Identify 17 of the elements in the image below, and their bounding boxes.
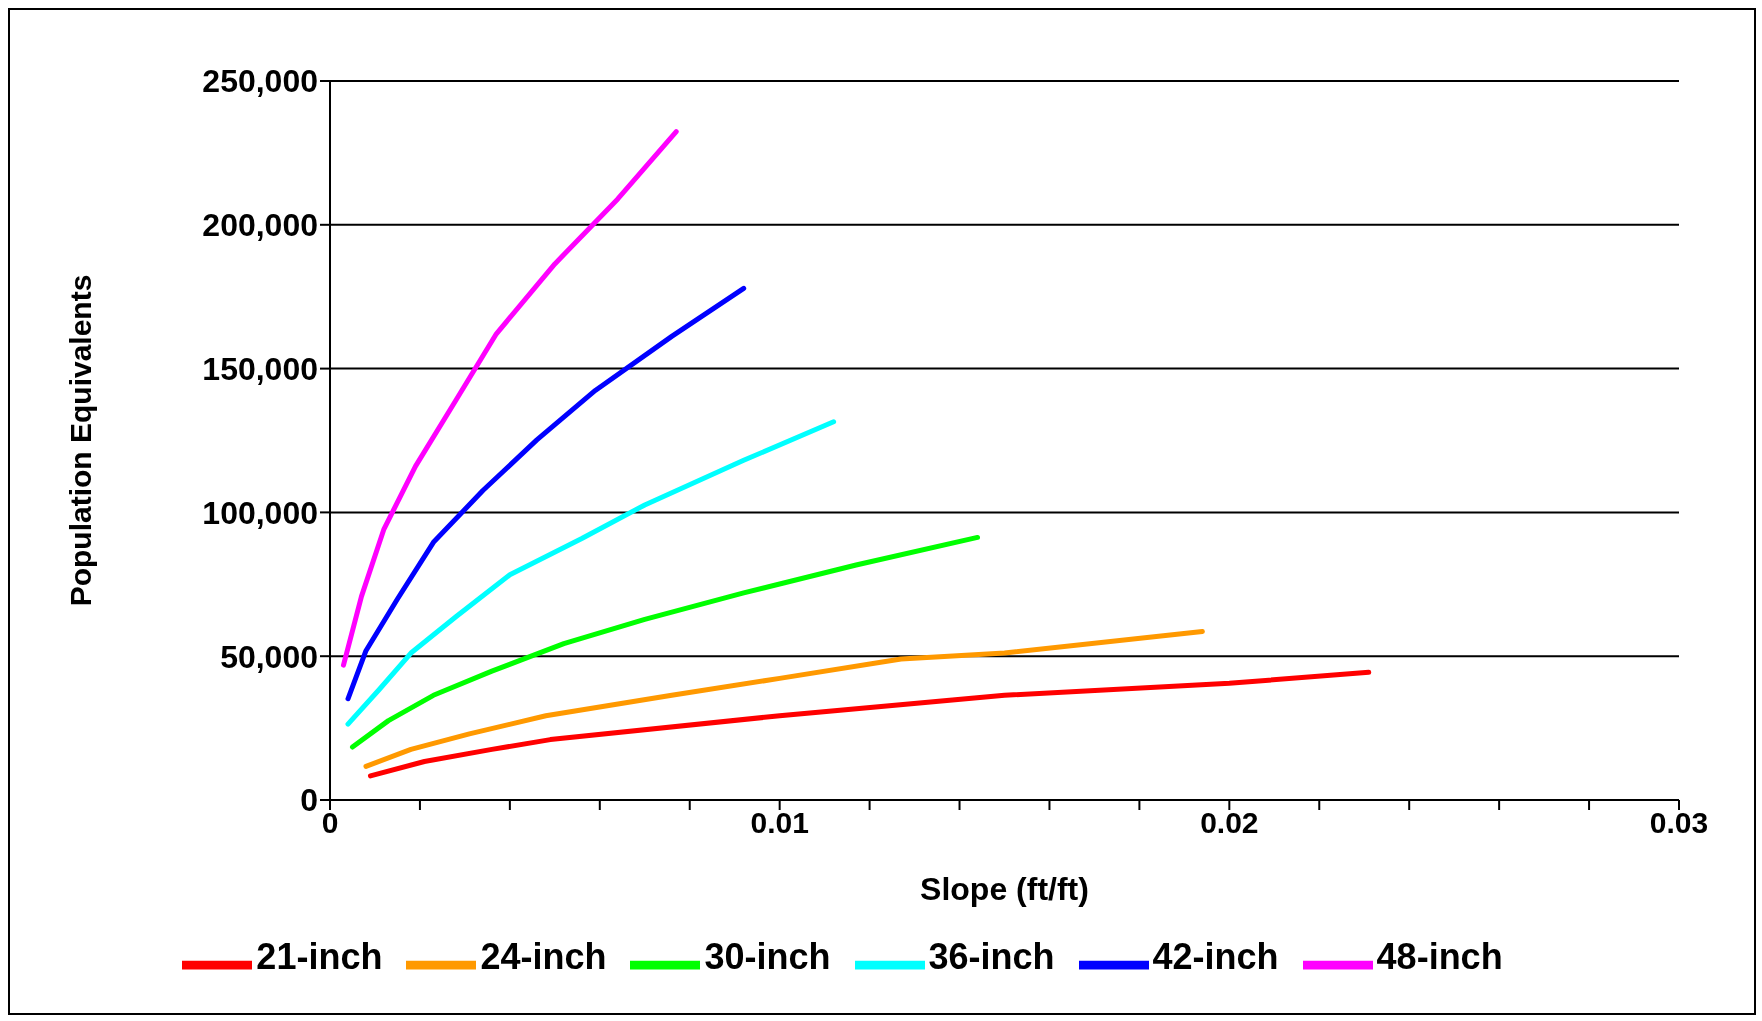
legend-label: 24-inch <box>480 936 607 978</box>
legend-label: 36-inch <box>928 936 1055 978</box>
y-tick-label: 200,000 <box>202 207 318 244</box>
x-axis-title: Slope (ft/ft) <box>920 871 1089 907</box>
legend-label: 42-inch <box>1152 936 1279 978</box>
x-tick-label: 0 <box>321 806 339 840</box>
y-tick-label: 100,000 <box>202 494 318 531</box>
y-tick-label: 150,000 <box>202 350 318 387</box>
x-tick-label: 0.03 <box>1649 806 1709 840</box>
legend-label: 30-inch <box>704 936 831 978</box>
legend-label: 21-inch <box>256 936 383 978</box>
y-tick-label: 50,000 <box>220 638 318 675</box>
y-tick-label: 250,000 <box>202 63 318 100</box>
x-tick-label: 0.01 <box>750 806 809 840</box>
y-axis-title: Population Equivalents <box>63 274 97 607</box>
x-tick-label: 0.02 <box>1200 806 1259 840</box>
legend-label: 48-inch <box>1376 936 1503 978</box>
